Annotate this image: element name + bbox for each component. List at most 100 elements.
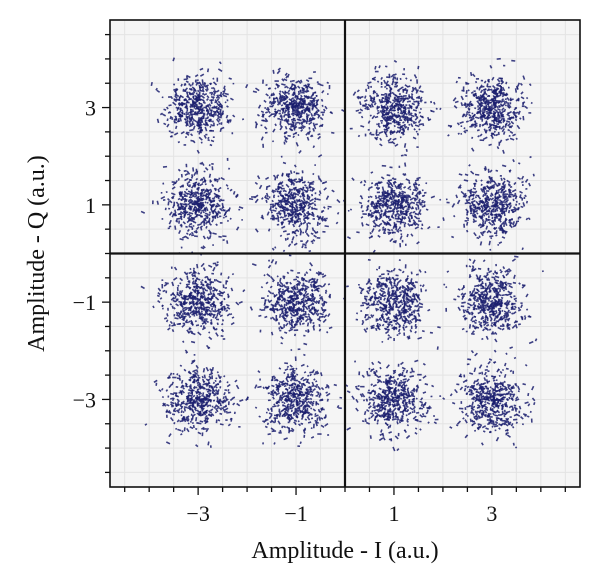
- scatter-point: [264, 106, 267, 110]
- scatter-point: [216, 110, 220, 114]
- scatter-point: [266, 295, 269, 297]
- scatter-point: [284, 109, 288, 112]
- scatter-point: [219, 110, 223, 115]
- scatter-point: [172, 101, 177, 106]
- scatter-point: [311, 99, 314, 102]
- scatter-point: [307, 95, 310, 100]
- scatter-point: [399, 243, 402, 248]
- scatter-point: [407, 107, 410, 109]
- scatter-point: [317, 133, 321, 136]
- scatter-point: [168, 104, 172, 107]
- scatter-point: [185, 111, 188, 114]
- scatter-point: [204, 88, 208, 92]
- scatter-point: [180, 83, 183, 87]
- scatter-point: [281, 95, 284, 98]
- scatter-point: [376, 277, 379, 280]
- scatter-point: [473, 182, 477, 185]
- scatter-point: [416, 79, 419, 84]
- scatter-point: [465, 330, 468, 333]
- scatter-point: [267, 110, 271, 114]
- scatter-point: [309, 309, 312, 312]
- scatter-point: [245, 83, 249, 89]
- scatter-point: [278, 327, 281, 330]
- scatter-point: [194, 101, 197, 104]
- scatter-point: [477, 105, 479, 108]
- scatter-point: [322, 113, 324, 116]
- scatter-point: [199, 89, 204, 92]
- scatter-point: [166, 118, 169, 122]
- scatter-point: [327, 93, 329, 95]
- scatter-point: [199, 67, 204, 71]
- scatter-point: [421, 223, 424, 227]
- scatter-point: [300, 98, 304, 103]
- scatter-point: [285, 91, 289, 94]
- scatter-point: [199, 117, 202, 120]
- scatter-point: [300, 105, 304, 109]
- scatter-point: [178, 104, 181, 107]
- scatter-point: [364, 133, 367, 137]
- scatter-point: [522, 102, 524, 106]
- scatter-point: [294, 121, 299, 125]
- scatter-point: [297, 348, 301, 351]
- scatter-point: [302, 302, 305, 307]
- scatter-point: [320, 111, 325, 114]
- scatter-point: [181, 102, 186, 105]
- scatter-point: [191, 100, 195, 103]
- scatter-point: [275, 96, 279, 100]
- scatter-point: [278, 290, 283, 293]
- scatter-point: [367, 212, 370, 215]
- scatter-point: [181, 111, 184, 115]
- scatter-point: [207, 136, 210, 140]
- scatter-point: [205, 117, 209, 120]
- scatter-point: [387, 272, 390, 276]
- scatter-point: [223, 85, 226, 90]
- scatter-point: [270, 94, 275, 97]
- scatter-point: [468, 116, 473, 119]
- scatter-point: [504, 98, 507, 101]
- scatter-point: [541, 270, 544, 273]
- scatter-point: [173, 313, 176, 317]
- scatter-point: [316, 109, 320, 113]
- scatter-point: [292, 119, 297, 122]
- scatter-point: [185, 113, 190, 116]
- scatter-point: [171, 116, 174, 121]
- scatter-point: [300, 300, 303, 303]
- scatter-point: [271, 113, 276, 116]
- scatter-point: [265, 111, 269, 114]
- scatter-point: [414, 212, 417, 215]
- scatter-point: [298, 113, 303, 118]
- scatter-point: [302, 100, 306, 105]
- scatter-point: [322, 108, 326, 112]
- scatter-point: [472, 208, 475, 211]
- scatter-point: [284, 72, 288, 76]
- scatter-point: [200, 206, 203, 209]
- scatter-point: [174, 88, 179, 93]
- scatter-point: [199, 86, 203, 89]
- scatter-point: [469, 125, 473, 128]
- scatter-point: [475, 78, 480, 80]
- scatter-point: [293, 311, 295, 314]
- scatter-point: [393, 225, 397, 228]
- scatter-point: [220, 122, 223, 125]
- scatter-point: [271, 292, 274, 295]
- scatter-point: [388, 321, 393, 324]
- scatter-point: [165, 290, 168, 294]
- scatter-point: [207, 116, 210, 119]
- scatter-point: [295, 98, 298, 101]
- scatter-point: [320, 98, 324, 102]
- scatter-point: [162, 199, 166, 201]
- scatter-point: [446, 201, 450, 204]
- scatter-point: [402, 94, 407, 97]
- scatter-point: [308, 117, 311, 122]
- scatter-point: [478, 215, 482, 218]
- scatter-point: [191, 310, 196, 313]
- scatter-point: [486, 210, 489, 213]
- scatter-point: [188, 114, 191, 117]
- scatter-point: [523, 196, 526, 200]
- scatter-point: [376, 191, 381, 194]
- scatter-point: [173, 83, 176, 86]
- scatter-point: [367, 108, 370, 111]
- scatter-point: [274, 123, 277, 127]
- scatter-point: [397, 295, 400, 298]
- scatter-point: [349, 127, 353, 130]
